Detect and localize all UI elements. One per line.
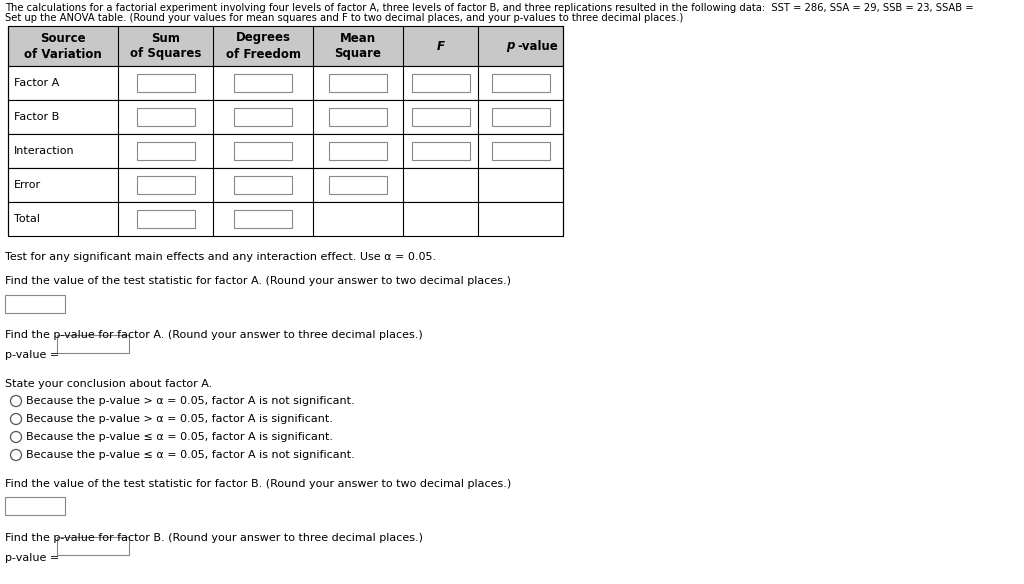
Text: Find the p-value for factor B. (Round your answer to three decimal places.): Find the p-value for factor B. (Round yo… (5, 533, 423, 543)
Text: The calculations for a factorial experiment involving four levels of factor A, t: The calculations for a factorial experim… (5, 3, 974, 13)
Text: F: F (436, 40, 444, 53)
Text: p-value =: p-value = (5, 350, 62, 360)
Text: Find the value of the test statistic for factor B. (Round your answer to two dec: Find the value of the test statistic for… (5, 479, 511, 489)
Text: Find the value of the test statistic for factor A. (Round your answer to two dec: Find the value of the test statistic for… (5, 276, 511, 287)
Bar (8, 26, 563, 66)
Bar (234, 210, 292, 228)
Text: Because the p-value ≤ α = 0.05, factor A is not significant.: Because the p-value ≤ α = 0.05, factor A… (26, 450, 354, 460)
Bar (136, 74, 195, 92)
Bar (329, 108, 387, 126)
Text: of Variation: of Variation (25, 47, 101, 61)
Bar (234, 176, 292, 194)
Text: Mean: Mean (340, 32, 376, 44)
Text: Find the p-value for factor A. (Round your answer to three decimal places.): Find the p-value for factor A. (Round yo… (5, 331, 423, 340)
Bar (492, 74, 550, 92)
Bar (5, 294, 65, 312)
Bar (8, 100, 563, 134)
Bar (136, 176, 195, 194)
Bar (8, 168, 563, 202)
Bar (136, 108, 195, 126)
Text: Error: Error (14, 180, 41, 190)
Bar (234, 74, 292, 92)
Text: p: p (506, 40, 515, 53)
Text: Set up the ANOVA table. (Round your values for mean squares and F to two decimal: Set up the ANOVA table. (Round your valu… (5, 13, 683, 23)
Bar (492, 108, 550, 126)
Text: Test for any significant main effects and any interaction effect. Use α = 0.05.: Test for any significant main effects an… (5, 252, 436, 262)
Text: Square: Square (335, 47, 382, 61)
Bar (5, 497, 65, 515)
Bar (412, 142, 469, 160)
Bar (234, 142, 292, 160)
Text: -value: -value (517, 40, 558, 53)
Bar (234, 108, 292, 126)
Text: State your conclusion about factor A.: State your conclusion about factor A. (5, 379, 212, 389)
Bar (329, 176, 387, 194)
Text: Factor B: Factor B (14, 112, 59, 122)
Text: Sum: Sum (152, 32, 180, 44)
Text: of Freedom: of Freedom (225, 47, 300, 61)
Bar (412, 108, 469, 126)
Text: Source: Source (40, 32, 86, 44)
Text: Degrees: Degrees (236, 32, 291, 44)
Text: p-value =: p-value = (5, 553, 62, 563)
Text: Because the p-value ≤ α = 0.05, factor A is significant.: Because the p-value ≤ α = 0.05, factor A… (26, 432, 333, 442)
Text: Total: Total (14, 214, 40, 224)
Bar (329, 142, 387, 160)
Bar (57, 537, 129, 555)
Text: Because the p-value > α = 0.05, factor A is significant.: Because the p-value > α = 0.05, factor A… (26, 414, 333, 424)
Text: of Squares: of Squares (130, 47, 201, 61)
Text: Because the p-value > α = 0.05, factor A is not significant.: Because the p-value > α = 0.05, factor A… (26, 396, 354, 406)
Bar (136, 210, 195, 228)
Bar (8, 202, 563, 236)
Bar (57, 335, 129, 353)
Text: Interaction: Interaction (14, 146, 75, 156)
Text: Factor A: Factor A (14, 78, 59, 88)
Bar (8, 134, 563, 168)
Bar (8, 66, 563, 100)
Bar (136, 142, 195, 160)
Bar (492, 142, 550, 160)
Bar (329, 74, 387, 92)
Bar (412, 74, 469, 92)
